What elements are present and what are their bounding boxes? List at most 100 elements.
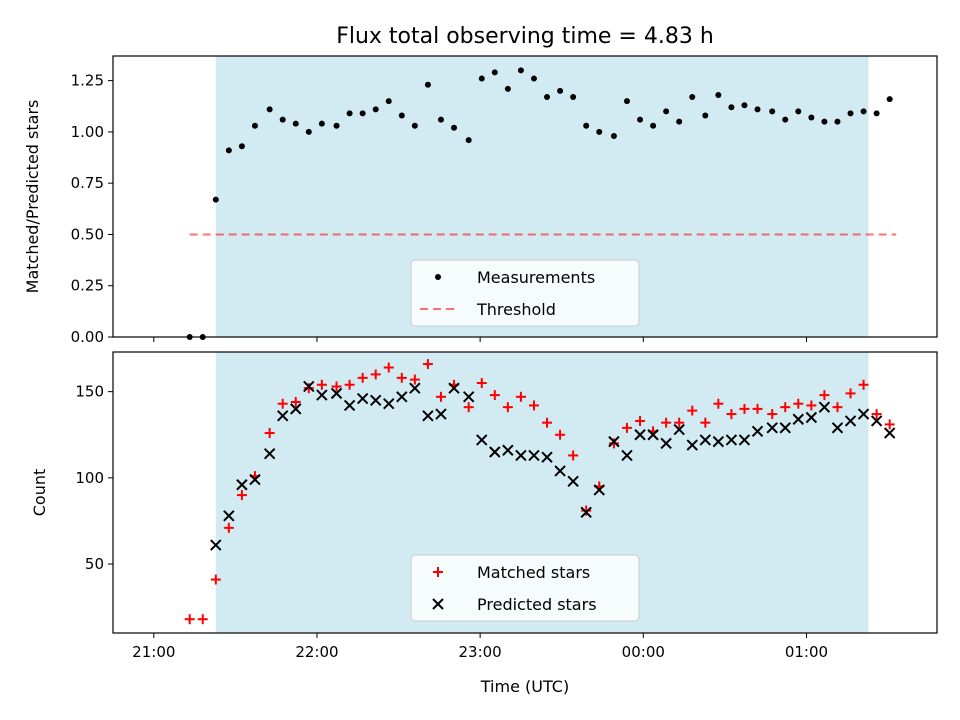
matched-point xyxy=(674,417,685,428)
predicted-point xyxy=(476,434,488,446)
matched-point xyxy=(396,372,407,383)
measurement-point xyxy=(451,124,458,131)
matched-point xyxy=(277,398,288,409)
x-tick-label: 23:00 xyxy=(459,643,502,661)
matched-point xyxy=(515,391,526,402)
legend-box xyxy=(410,554,640,622)
y-axis-label: Count xyxy=(30,469,49,517)
predicted-point xyxy=(396,391,408,403)
predicted-point xyxy=(647,429,659,441)
predicted-point xyxy=(792,413,805,425)
measurement-point xyxy=(782,116,789,123)
predicted-point xyxy=(409,382,421,394)
matched-point xyxy=(635,415,646,426)
matched-point xyxy=(871,409,882,420)
matched-point xyxy=(819,390,830,401)
measurement-point xyxy=(504,85,511,92)
measurement-point xyxy=(570,94,577,101)
predicted-point xyxy=(818,401,831,413)
measurement-point xyxy=(728,104,735,111)
matched-point xyxy=(542,417,553,428)
matched-point xyxy=(767,409,778,420)
predicted-point xyxy=(660,437,672,450)
measurement-point xyxy=(266,106,273,113)
axes-frame xyxy=(112,55,938,338)
x-tick-label: 00:00 xyxy=(622,643,665,661)
measurement-point xyxy=(689,94,696,101)
predicted-point xyxy=(383,398,395,410)
measurement-point xyxy=(557,87,564,94)
matched-point xyxy=(568,450,579,461)
matched-point xyxy=(581,505,592,516)
measurement-point xyxy=(530,75,537,82)
measurement-point xyxy=(385,98,392,105)
predicted-point xyxy=(580,506,592,519)
measurement-point xyxy=(491,69,498,76)
bottom-panel: 50 100 150 21:00 22:00 23:00 00:00 01:00 Count Ti… xyxy=(30,351,938,696)
measurement-point xyxy=(333,122,340,129)
matched-point xyxy=(210,574,221,585)
matched-point xyxy=(344,379,355,390)
measurement-point xyxy=(860,108,867,115)
measurement-point xyxy=(398,112,405,119)
predicted-point xyxy=(263,448,276,460)
predicted-point xyxy=(303,380,315,393)
measurement-point xyxy=(702,112,709,119)
predicted-point xyxy=(290,403,302,415)
predicted-point xyxy=(883,427,896,439)
matched-point xyxy=(476,378,487,389)
legend-label: Threshold xyxy=(476,300,556,319)
predicted-point xyxy=(686,439,698,451)
predicted-point xyxy=(316,389,328,401)
measurement-point xyxy=(359,110,366,117)
y-tick-label: 0.25 xyxy=(71,277,104,295)
y-tick-label: 100 xyxy=(75,469,104,487)
predicted-point xyxy=(870,415,883,427)
matched-point xyxy=(502,402,513,413)
predicted-point xyxy=(831,422,844,434)
matched-point xyxy=(489,390,500,401)
predicted-point xyxy=(608,435,620,448)
matched-point xyxy=(884,419,895,430)
matched-point xyxy=(290,396,301,407)
matched-point xyxy=(357,372,368,383)
matched-point xyxy=(687,405,698,416)
measurement-point xyxy=(424,81,431,88)
predicted-point xyxy=(725,434,738,446)
predicted-point xyxy=(712,435,725,448)
predicted-point xyxy=(541,451,553,463)
measurement-point xyxy=(596,128,603,135)
predicted-point xyxy=(330,387,343,400)
matched-point xyxy=(370,369,381,380)
predicted-point xyxy=(210,539,222,551)
predicted-point xyxy=(489,446,501,458)
measurement-point xyxy=(821,118,828,125)
matched-point xyxy=(303,383,314,394)
predicted-point xyxy=(766,422,778,434)
matched-point xyxy=(223,522,234,533)
predicted-point xyxy=(528,449,540,462)
predicted-point xyxy=(249,473,261,486)
measurement-point xyxy=(610,132,617,139)
predicted-point xyxy=(435,408,447,420)
matched-point xyxy=(793,398,804,409)
measurement-point xyxy=(292,120,299,127)
measurement-point xyxy=(437,116,444,123)
predicted-point xyxy=(567,475,579,488)
measurement-point xyxy=(346,110,353,117)
matched-point xyxy=(700,417,711,428)
legend-label: Matched stars xyxy=(477,563,590,582)
matched-point xyxy=(528,400,539,411)
measurement-point xyxy=(305,128,312,135)
predicted-point xyxy=(805,411,818,424)
legend-label: Measurements xyxy=(477,268,595,287)
legend-box xyxy=(410,259,640,327)
measurement-point xyxy=(847,110,854,117)
matched-point xyxy=(463,402,474,413)
measurement-point xyxy=(808,114,815,121)
matched-point xyxy=(608,438,619,449)
matched-point xyxy=(197,614,208,625)
matched-point xyxy=(422,359,433,370)
matched-point xyxy=(780,402,791,413)
predicted-point xyxy=(502,444,514,456)
